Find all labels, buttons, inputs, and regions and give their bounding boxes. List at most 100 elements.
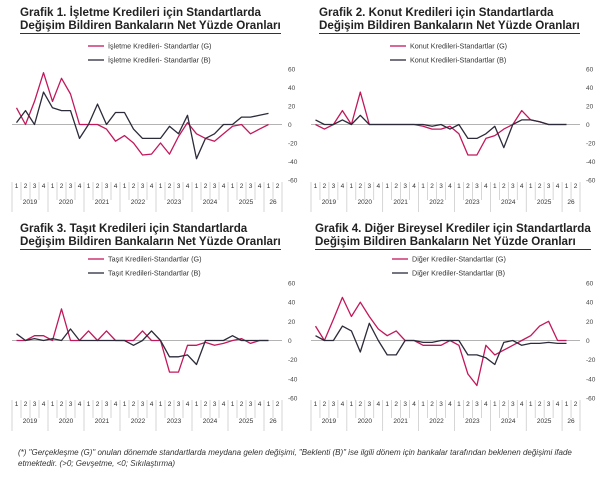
chart3-quarter-tick: 4 — [114, 401, 118, 408]
chart1-quarter-tick: 4 — [150, 183, 154, 190]
chart3-quarter-tick: 3 — [141, 401, 145, 408]
chart2-quarter-tick: 3 — [475, 183, 479, 190]
chart2-year-tick: 2025 — [537, 199, 552, 206]
chart3-quarter-tick: 2 — [96, 401, 100, 408]
chart1-ytick: -20 — [288, 141, 298, 148]
chart3-ytick: 60 — [288, 281, 296, 288]
chart2-quarter-tick: 2 — [538, 183, 542, 190]
chart4-year-tick: 2025 — [537, 418, 552, 425]
chart3-quarter-tick: 2 — [276, 401, 280, 408]
chart1-ytick: 40 — [288, 85, 296, 92]
chart1-year-tick: 2022 — [131, 199, 146, 206]
chart3-quarter-tick: 1 — [51, 401, 55, 408]
chart4-ytick: 20 — [586, 319, 594, 326]
chart4-quarter-tick: 3 — [439, 401, 443, 408]
chart1-quarter-tick: 4 — [114, 183, 118, 190]
chart2-year-tick: 26 — [567, 199, 575, 206]
chart3-quarter-tick: 2 — [240, 401, 244, 408]
chart2-title-line1: Grafik 2. Konut Kredileri için Standartl… — [319, 6, 554, 19]
chart3-quarter-tick: 4 — [42, 401, 46, 408]
chart2-legend-label: Konut Kredileri-Standartlar (B) — [410, 56, 506, 65]
chart4-year-tick: 26 — [567, 418, 575, 425]
chart4-quarter-tick: 4 — [376, 401, 380, 408]
footnote: (*) "Gerçekleşme (G)" onulan dönemde sta… — [18, 448, 572, 468]
chart1-quarter-tick: 3 — [249, 183, 253, 190]
chart1-quarter-tick: 2 — [60, 183, 64, 190]
chart4-quarter-tick: 4 — [448, 401, 452, 408]
chart4-quarter-tick: 1 — [457, 401, 461, 408]
chart2-quarter-tick: 4 — [520, 183, 524, 190]
chart3-quarter-tick: 2 — [168, 401, 172, 408]
chart4-year-tick: 2021 — [393, 418, 408, 425]
chart3-quarter-tick: 4 — [186, 401, 190, 408]
chart3-year-tick: 2021 — [95, 418, 110, 425]
chart4-title-line1: Grafik 4. Diğer Bireysel Krediler için S… — [315, 222, 591, 235]
chart4-year-tick: 2020 — [358, 418, 373, 425]
chart1-quarter-tick: 1 — [231, 183, 235, 190]
chart4-ytick: -20 — [586, 357, 596, 364]
chart1-legend-label: İşletme Kredileri- Standartlar (B) — [108, 56, 211, 65]
chart3-quarter-tick: 4 — [78, 401, 82, 408]
chart2-quarter-tick: 1 — [457, 183, 461, 190]
chart1-quarter-tick: 4 — [186, 183, 190, 190]
chart1-quarter-tick: 1 — [51, 183, 55, 190]
chart3-year-tick: 2022 — [131, 418, 146, 425]
chart2-ytick: -60 — [586, 178, 596, 185]
chart4-series-realized-line — [314, 296, 567, 387]
chart3-year-tick: 26 — [269, 418, 277, 425]
chart1-title-line1: Grafik 1. İşletme Kredileri için Standar… — [20, 6, 261, 19]
chart3-title: Grafik 3. Taşıt Kredileri için Standartl… — [20, 222, 281, 250]
chart1-year-tick: 26 — [269, 199, 277, 206]
chart1-ytick: -60 — [288, 178, 298, 185]
chart3-year-tick: 2019 — [23, 418, 38, 425]
chart2-quarter-tick: 2 — [323, 183, 327, 190]
chart4-year-tick: 2023 — [465, 418, 480, 425]
chart2-quarter-tick: 4 — [448, 183, 452, 190]
chart3-year-tick: 2024 — [203, 418, 218, 425]
chart3-quarter-tick: 4 — [222, 401, 226, 408]
chart4-series-expected-line — [315, 322, 567, 366]
chart2-quarter-tick: 4 — [341, 183, 345, 190]
chart1-year-tick: 2019 — [23, 199, 38, 206]
chart2-quarter-tick: 3 — [367, 183, 371, 190]
chart3-quarter-tick: 2 — [132, 401, 136, 408]
chart2-title: Grafik 2. Konut Kredileri için Standartl… — [319, 6, 580, 34]
chart3-ytick: -40 — [288, 376, 298, 383]
chart1-series-expected-line — [15, 91, 269, 160]
chart3-quarter-tick: 3 — [177, 401, 181, 408]
chart4-quarter-tick: 3 — [547, 401, 551, 408]
chart3-quarter-tick: 4 — [150, 401, 154, 408]
chart2-quarter-tick: 2 — [574, 183, 578, 190]
chart3-quarter-tick: 1 — [159, 401, 163, 408]
chart3-quarter-tick: 3 — [105, 401, 109, 408]
chart3-quarter-tick: 2 — [60, 401, 64, 408]
chart4-title-line2: Değişim Bildiren Bankaların Net Yüzde Or… — [315, 235, 576, 248]
chart4-quarter-tick: 2 — [466, 401, 470, 408]
chart2-quarter-tick: 3 — [439, 183, 443, 190]
chart1-year-tick: 2024 — [203, 199, 218, 206]
chart4-quarter-tick: 3 — [367, 401, 371, 408]
chart2-year-tick: 2023 — [465, 199, 480, 206]
chart1-ytick: 60 — [288, 67, 296, 74]
chart1-title-line2: Değişim Bildiren Bankaların Net Yüzde Or… — [20, 19, 281, 32]
chart2-quarter-tick: 2 — [394, 183, 398, 190]
chart4-quarter-tick: 4 — [520, 401, 524, 408]
chart2-quarter-tick: 1 — [314, 183, 318, 190]
chart4-quarter-tick: 2 — [430, 401, 434, 408]
chart4-quarter-tick: 2 — [502, 401, 506, 408]
chart4-quarter-tick: 2 — [574, 401, 578, 408]
chart1-quarter-tick: 4 — [222, 183, 226, 190]
chart1-quarter-tick: 3 — [33, 183, 37, 190]
chart2-series-expected-line — [315, 114, 567, 149]
chart2-quarter-tick: 2 — [359, 183, 363, 190]
chart3-quarter-tick: 4 — [258, 401, 262, 408]
chart3-quarter-tick: 2 — [24, 401, 28, 408]
chart4-title: Grafik 4. Diğer Bireysel Krediler için S… — [315, 222, 591, 250]
chart2-year-tick: 2019 — [322, 199, 337, 206]
chart2-quarter-tick: 3 — [547, 183, 551, 190]
chart2-quarter-tick: 3 — [332, 183, 336, 190]
chart2-quarter-tick: 1 — [421, 183, 425, 190]
chart4-ytick: -40 — [586, 376, 596, 383]
chart1-title: Grafik 1. İşletme Kredileri için Standar… — [20, 6, 281, 34]
